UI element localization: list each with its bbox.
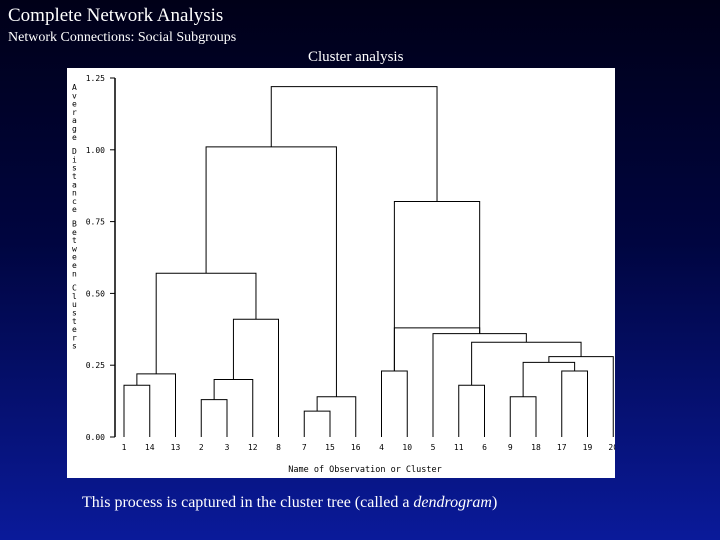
y-axis-label-letter: s bbox=[72, 342, 77, 351]
leaf-label-3: 3 bbox=[225, 443, 230, 452]
merge-9..20 bbox=[548, 356, 614, 437]
dendrogram-branches bbox=[123, 86, 614, 437]
caption-suffix: ) bbox=[491, 494, 498, 511]
leaf-label-14: 14 bbox=[145, 443, 155, 452]
y-axis-label-letter: e bbox=[72, 205, 77, 214]
leaf-label-6: 6 bbox=[482, 443, 487, 452]
caption-prefix: This process is captured in the cluster … bbox=[82, 494, 414, 511]
y-axis-label-letter: e bbox=[72, 253, 77, 262]
slide-title: Complete Network Analysis bbox=[8, 5, 224, 26]
y-tick-label: 0.00 bbox=[86, 433, 105, 442]
dendrogram-svg: 0.000.250.500.751.001.25 AverageDistance… bbox=[72, 74, 615, 475]
merge-11..20 bbox=[471, 341, 582, 386]
y-axis-label-letter: i bbox=[72, 155, 77, 164]
y-axis-label-letter: t bbox=[72, 236, 77, 245]
leaf-label-18: 18 bbox=[531, 443, 541, 452]
merge-7-15 bbox=[303, 410, 331, 437]
leaf-label-7: 7 bbox=[302, 443, 307, 452]
y-axis-label-letter: s bbox=[72, 164, 77, 173]
y-axis-label-letter: B bbox=[72, 220, 77, 229]
y-tick-label: 1.25 bbox=[86, 74, 105, 83]
y-axis-label-letter: n bbox=[72, 269, 77, 278]
leaf-label-2: 2 bbox=[199, 443, 204, 452]
leaf-label-12: 12 bbox=[248, 443, 258, 452]
merge-1-14 bbox=[123, 384, 151, 437]
y-axis-label-letter: A bbox=[72, 83, 77, 92]
y-axis-label-letter: a bbox=[72, 116, 77, 125]
leaf-label-4: 4 bbox=[379, 443, 384, 452]
merge-1..8 bbox=[155, 272, 257, 374]
y-axis-label-letter: s bbox=[72, 309, 77, 318]
merge-root bbox=[270, 86, 438, 202]
y-axis-label-letter: v bbox=[72, 91, 77, 100]
leaf-label-19: 19 bbox=[583, 443, 593, 452]
y-axis-label-letter: C bbox=[72, 284, 77, 293]
y-axis-label-letter: e bbox=[72, 100, 77, 109]
y-axis-label-letter: r bbox=[72, 108, 77, 117]
y-tick-label: 0.75 bbox=[86, 218, 105, 227]
merge-7-15-16 bbox=[316, 396, 357, 437]
y-axis-label-letter: e bbox=[72, 133, 77, 142]
merge-4-10 bbox=[381, 370, 408, 437]
y-axis-label-letter: t bbox=[72, 172, 77, 181]
x-tick-labels: 1 14 13 2 3 12 8 7 15 16 4 10 5 11 6 9 18 17 19 20 bbox=[122, 443, 615, 452]
merge-4..20b bbox=[393, 200, 481, 371]
leaf-label-9: 9 bbox=[508, 443, 513, 452]
merge-9..19 bbox=[522, 361, 576, 397]
y-axis-label-letter: t bbox=[72, 317, 77, 326]
y-axis-label-letter: D bbox=[72, 147, 77, 156]
y-axis-label-letter: a bbox=[72, 180, 77, 189]
leaf-label-13: 13 bbox=[171, 443, 181, 452]
merge-17-19 bbox=[561, 370, 588, 437]
leaf-label-10: 10 bbox=[402, 443, 412, 452]
y-tick-label: 0.50 bbox=[86, 289, 105, 298]
merge-2-3-12 bbox=[213, 379, 254, 437]
leaf-label-15: 15 bbox=[325, 443, 335, 452]
leaf-label-20: 20 bbox=[608, 443, 615, 452]
y-axis-label-letter: r bbox=[72, 333, 77, 342]
y-axis-label-letter: w bbox=[72, 244, 77, 253]
y-axis-label-letter: g bbox=[72, 125, 77, 134]
y-axis: 0.00 0.25 0.50 0.75 1.00 1.25 bbox=[86, 74, 116, 442]
y-axis-label-letter: u bbox=[72, 300, 77, 309]
merge-2-3-12-8 bbox=[232, 318, 279, 437]
merge-4..20 bbox=[393, 327, 481, 371]
y-axis-label-letter: e bbox=[72, 261, 77, 270]
y-ticks: 0.00 0.25 0.50 0.75 1.00 1.25 bbox=[86, 74, 115, 442]
y-axis-label-letter: c bbox=[72, 197, 77, 206]
y-tick-label: 0.25 bbox=[86, 361, 105, 370]
caption-term: dendrogram bbox=[413, 494, 492, 511]
merge-1..16 bbox=[205, 146, 337, 397]
leaf-label-17: 17 bbox=[557, 443, 567, 452]
y-axis-label-letter: e bbox=[72, 228, 77, 237]
x-axis-label: Name of Observation or Cluster bbox=[288, 465, 442, 475]
merge-2-3 bbox=[200, 399, 228, 437]
leaf-label-5: 5 bbox=[431, 443, 436, 452]
merge-1-14-13 bbox=[136, 373, 176, 437]
y-axis-label-letter: n bbox=[72, 189, 77, 198]
y-axis-label-letter: l bbox=[72, 292, 77, 301]
caption: This process is captured in the cluster … bbox=[82, 494, 497, 512]
chart-heading: Cluster analysis bbox=[308, 49, 404, 65]
y-axis-label-letter: e bbox=[72, 325, 77, 334]
leaf-label-8: 8 bbox=[276, 443, 281, 452]
merge-11-6 bbox=[458, 384, 485, 437]
leaf-label-11: 11 bbox=[454, 443, 464, 452]
slide-subtitle: Network Connections: Social Subgroups bbox=[8, 30, 237, 45]
y-tick-label: 1.00 bbox=[86, 146, 105, 155]
merge-9-18 bbox=[509, 396, 537, 437]
leaf-label-1: 1 bbox=[122, 443, 127, 452]
leaf-label-16: 16 bbox=[351, 443, 361, 452]
